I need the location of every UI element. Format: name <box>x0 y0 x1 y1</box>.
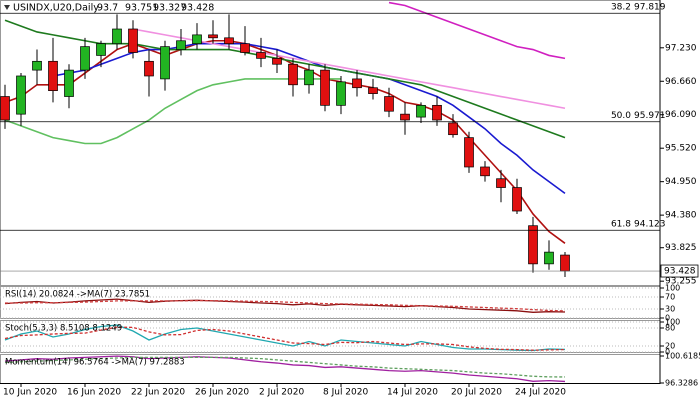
line-series <box>4 19 566 139</box>
candle-body <box>464 137 474 168</box>
candle-body <box>288 63 298 86</box>
y-tick-label: 0 <box>665 314 670 323</box>
candle-body <box>496 178 506 188</box>
line-series <box>4 356 566 378</box>
fib-value: 95.971 <box>634 111 666 121</box>
candle-body <box>208 34 218 39</box>
y-tick-label: 70 <box>665 293 675 302</box>
line-series <box>4 324 566 352</box>
symbol-icon <box>4 5 10 10</box>
candle-body <box>80 46 90 71</box>
last-price-label: 93.428 <box>664 267 696 277</box>
candle-body <box>192 34 202 45</box>
line-series <box>5 299 566 312</box>
candle-body <box>528 225 538 265</box>
ohlc-value: 93.428 <box>181 3 214 14</box>
y-tick-label: 80 <box>665 324 675 333</box>
line-series <box>4 355 566 383</box>
y-tick-label: 94.380 <box>665 211 697 221</box>
ohlc-value: 93.327 <box>153 3 186 14</box>
candle-body <box>16 75 26 115</box>
candle-body <box>352 78 362 89</box>
y-tick-label: 93.825 <box>665 243 697 253</box>
candle-body <box>320 69 330 106</box>
candle-body <box>0 96 10 121</box>
line-series <box>132 28 566 110</box>
y-tick-label: 100.6185 <box>665 352 700 361</box>
y-tick-label: 96.3286 <box>665 379 698 388</box>
fib-label: 61.8 <box>611 220 631 230</box>
candle-body <box>144 60 154 77</box>
chart-title: USINDX,U20,Daily <box>13 3 99 14</box>
candle-body <box>32 60 42 71</box>
y-tick-label: 20 <box>665 342 675 351</box>
candle-body <box>432 104 442 121</box>
panel-title: Momentum(14) 96.5764 ->MA(7) 97.2883 <box>5 358 185 368</box>
fib-value: 97.819 <box>634 3 666 13</box>
x-tick-label: 2 Jul 2020 <box>259 388 304 398</box>
candle-body <box>560 254 570 272</box>
candle-body <box>160 46 170 80</box>
x-tick-label: 26 Jun 2020 <box>195 388 249 398</box>
panel-title: RSI(14) 20.0824 ->MA(7) 23.7851 <box>5 290 150 300</box>
y-tick-label: 94.950 <box>665 177 697 187</box>
y-tick-label: 0 <box>665 348 670 357</box>
y-tick-label: 100 <box>665 284 680 293</box>
line-series <box>388 1 566 60</box>
y-tick-label: 97.230 <box>665 43 697 53</box>
x-tick-label: 16 Jun 2020 <box>67 388 121 398</box>
candle-body <box>416 104 426 118</box>
candle-body <box>48 60 58 92</box>
candle-body <box>224 37 234 45</box>
line-series <box>4 78 341 145</box>
candle-body <box>240 43 250 53</box>
fib-label: 50.0 <box>611 111 631 121</box>
last-price-box <box>660 264 699 278</box>
candle-body <box>480 166 490 177</box>
ohlc-value: 93.7 <box>97 3 118 14</box>
candle-body <box>112 28 122 45</box>
candle-body <box>256 52 266 59</box>
candle-body <box>304 69 314 86</box>
y-tick-label: 95.520 <box>665 144 697 154</box>
candle-body <box>128 28 138 53</box>
candle-body <box>400 113 410 121</box>
candle-body <box>368 87 378 94</box>
y-tick-label: 100 <box>665 318 680 327</box>
x-tick-label: 20 Jul 2020 <box>451 388 502 398</box>
y-tick-label: 96.660 <box>665 77 697 87</box>
x-tick-label: 8 Jul 2020 <box>323 388 368 398</box>
ohlc-value: 93.751 <box>125 3 158 14</box>
candle-body <box>176 40 186 50</box>
panel-title: Stoch(5,3,3) 8.5108 8.1249 <box>5 324 122 334</box>
candle-body <box>96 43 106 56</box>
candle-body <box>64 69 74 97</box>
candle-body <box>544 251 554 265</box>
candle-body <box>336 81 346 106</box>
y-tick-label: 30 <box>665 305 675 314</box>
fib-label: 38.2 <box>611 3 631 13</box>
candle-body <box>384 96 394 112</box>
candle-body <box>272 58 282 65</box>
candle-body <box>512 187 522 212</box>
line-series <box>4 298 566 313</box>
x-tick-label: 24 Jul 2020 <box>515 388 566 398</box>
y-tick-label: 93.255 <box>665 277 697 287</box>
x-tick-label: 14 Jul 2020 <box>387 388 438 398</box>
y-tick-label: 96.090 <box>665 110 697 120</box>
candle-body <box>448 122 458 136</box>
fib-value: 94.123 <box>634 220 666 230</box>
x-tick-label: 10 Jun 2020 <box>3 388 57 398</box>
line-series <box>4 326 566 351</box>
x-tick-label: 22 Jun 2020 <box>131 388 185 398</box>
